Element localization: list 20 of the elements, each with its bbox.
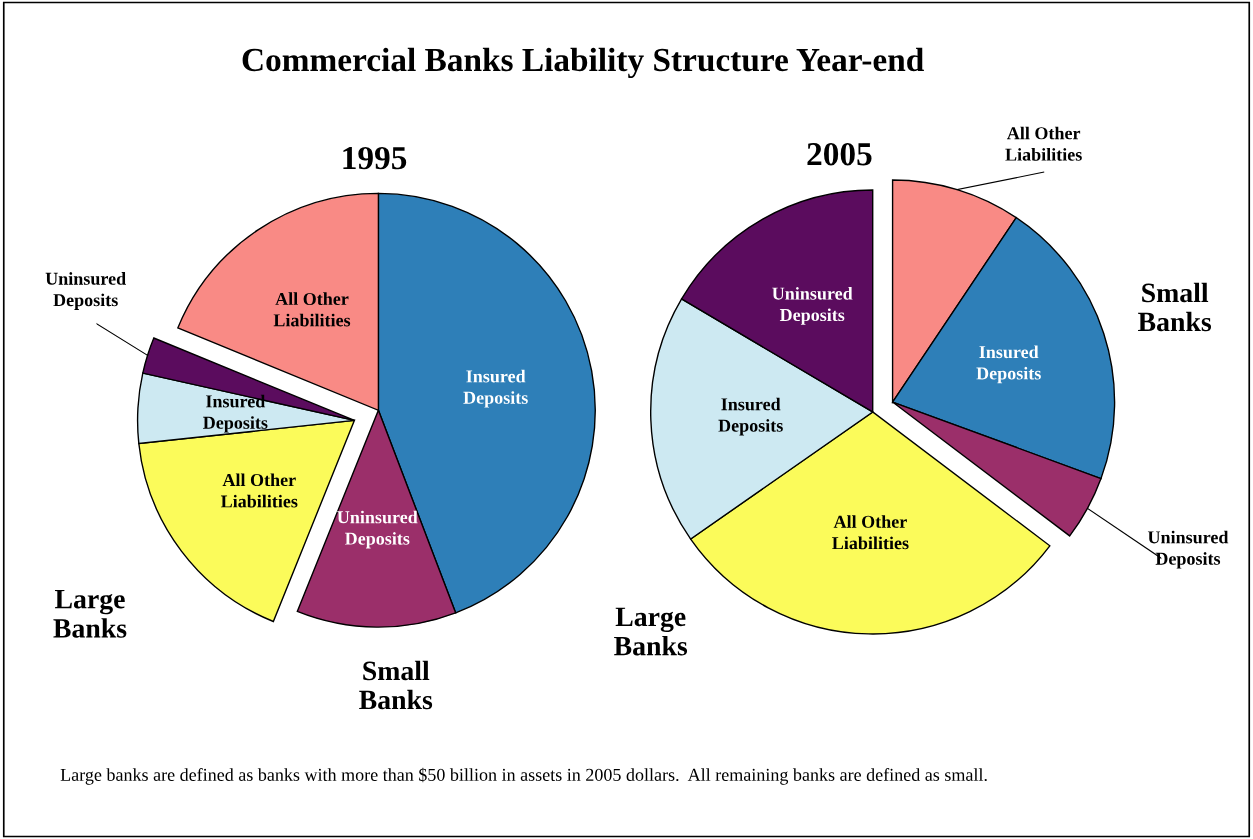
slice-label: Insured Deposits	[203, 394, 268, 433]
slice-label: All Other Liabilities	[220, 473, 298, 508]
text: Small Banks	[1138, 282, 1212, 332]
chart-title: 1995	[343, 146, 407, 170]
slice-label: Uninsured Deposits	[1147, 530, 1229, 569]
text: Large Banks	[614, 607, 688, 656]
chart-title: 2005	[807, 142, 872, 166]
slice-label: Insured Deposits	[976, 345, 1041, 384]
text: Large Banks	[53, 590, 127, 638]
text: Commercial Banks Liability Structure Year-end	[242, 47, 924, 79]
slice-label: Insured Deposits	[463, 369, 528, 408]
text: Small Banks	[359, 660, 433, 710]
slice-label: Uninsured Deposits	[772, 287, 853, 325]
slice-label: Insured Deposits	[718, 397, 783, 436]
slice-label: Uninsured Deposits	[45, 272, 126, 310]
slice-label: Uninsured Deposits	[337, 510, 418, 549]
slice-label: All Other Liabilities	[1005, 126, 1082, 161]
slice-label: All Other Liabilities	[832, 515, 909, 550]
slice-label: All Other Liabilities	[273, 292, 351, 327]
text: Large banks are defined as banks with more than $50 billion in assets in 2005 dollars. All remaining banks are defined as small.	[60, 767, 987, 785]
